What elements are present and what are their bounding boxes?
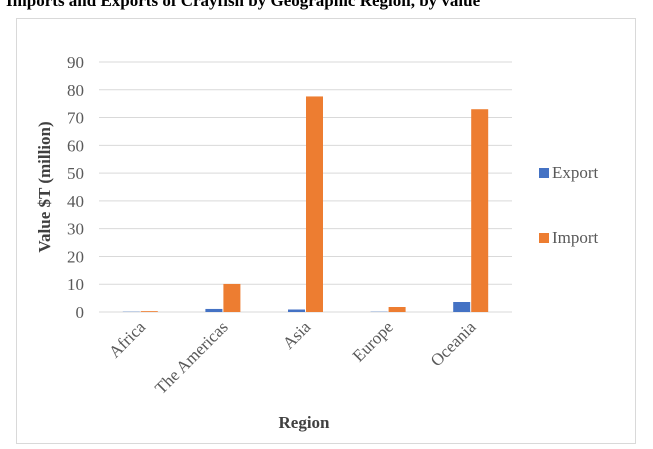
y-tick-label: 90 <box>67 53 84 72</box>
y-tick-label: 40 <box>67 192 84 211</box>
y-axis-title: Value $T (million) <box>35 121 54 252</box>
chart-caption-strip: Imports and Exports of Crayfish by Geogr… <box>0 0 653 18</box>
bar-export-the-americas <box>205 308 223 312</box>
x-tick-label: Africa <box>105 317 149 361</box>
y-tick-label: 20 <box>67 247 84 266</box>
bar-import-oceania <box>471 109 489 312</box>
bar-export-asia <box>288 309 305 312</box>
bar-import-europe <box>388 307 406 312</box>
y-tick-label: 60 <box>67 136 84 155</box>
y-tick-label: 80 <box>67 81 84 100</box>
bar-import-the-americas <box>223 283 241 312</box>
x-tick-label: Asia <box>279 317 315 353</box>
y-tick-label: 30 <box>67 220 84 239</box>
legend: Export Import <box>539 163 599 247</box>
bar-export-oceania <box>453 302 471 312</box>
x-axis-title: Region <box>279 413 331 432</box>
legend-label-import: Import <box>552 228 599 247</box>
x-axis-ticks: Africa The Americas Asia Europe Oceania <box>105 317 480 398</box>
x-tick-label: The Americas <box>151 317 232 398</box>
legend-swatch-import <box>539 233 549 243</box>
chart-area <box>16 18 636 444</box>
x-tick-label: Europe <box>349 317 397 365</box>
y-tick-label: 70 <box>67 109 84 128</box>
x-tick-label: Oceania <box>427 317 480 370</box>
legend-swatch-export <box>539 168 549 178</box>
y-axis-ticks: 0 10 20 30 40 50 60 70 80 90 <box>67 53 84 322</box>
bar-import-africa <box>140 311 158 312</box>
legend-label-export: Export <box>552 163 599 182</box>
bar-import-asia <box>306 96 323 312</box>
gridlines <box>99 61 512 313</box>
y-tick-label: 0 <box>76 303 85 322</box>
chart-caption: Imports and Exports of Crayfish by Geogr… <box>6 0 481 10</box>
bars <box>122 96 489 312</box>
y-tick-label: 50 <box>67 164 84 183</box>
y-tick-label: 10 <box>67 275 84 294</box>
